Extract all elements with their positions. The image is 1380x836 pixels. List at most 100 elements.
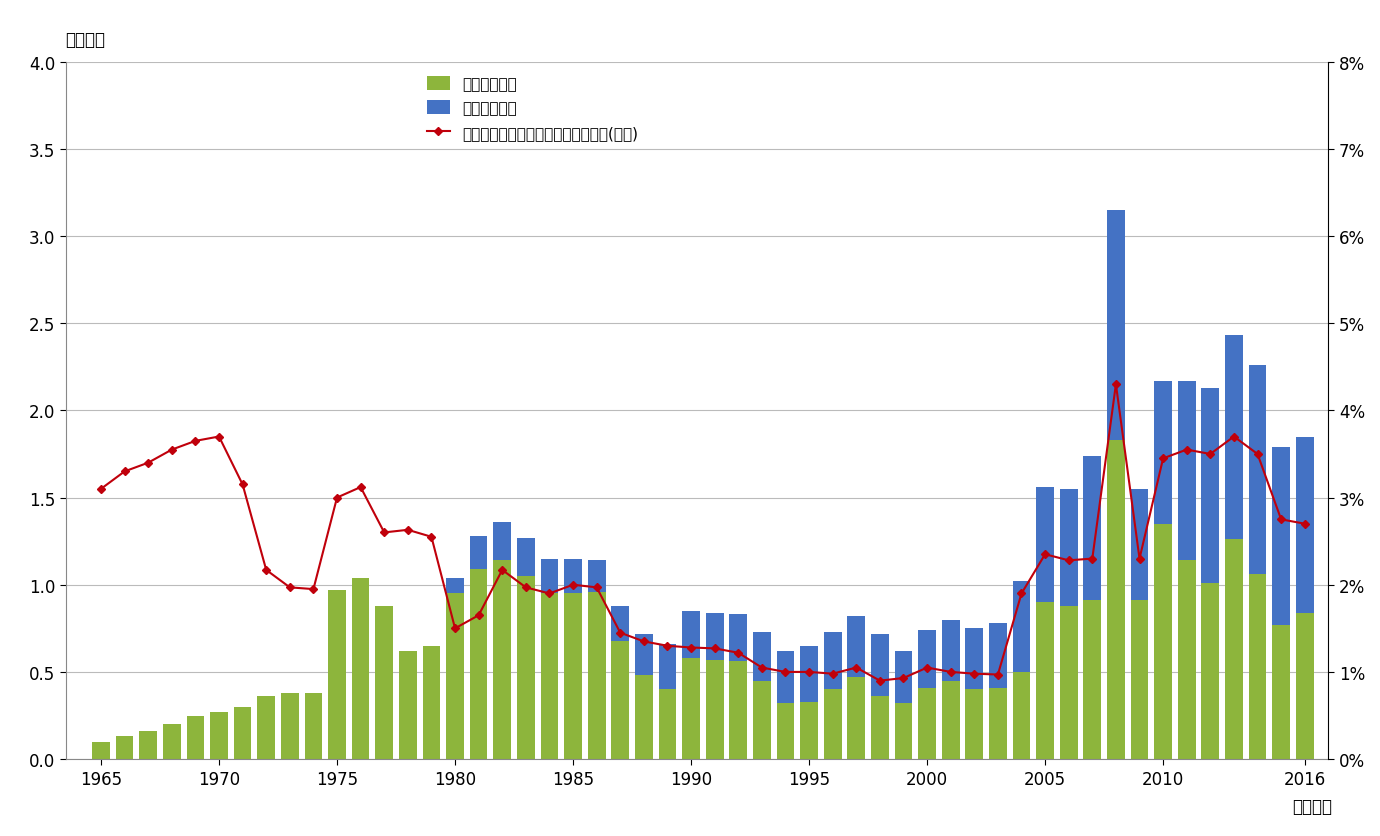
Bar [564, 594, 582, 759]
Bar [305, 693, 323, 759]
総輸入額に占める石炭輸入額の割合(右軸) [1108, 380, 1125, 390]
Bar [800, 646, 818, 701]
Bar [1154, 524, 1172, 759]
Bar [422, 646, 440, 759]
Bar [918, 630, 936, 688]
Bar [635, 634, 653, 675]
Bar [1107, 211, 1125, 441]
Line: 総輸入額に占める石炭輸入額の割合(右軸): 総輸入額に占める石炭輸入額の割合(右軸) [98, 382, 1307, 684]
Bar [1272, 625, 1290, 759]
Bar [210, 712, 228, 759]
Bar [705, 613, 723, 660]
Bar [1060, 489, 1078, 606]
Bar [1013, 582, 1031, 672]
Bar [777, 651, 795, 703]
Bar [966, 629, 983, 690]
Bar [682, 658, 700, 759]
Text: （兆円）: （兆円） [66, 31, 106, 48]
Text: （年度）: （年度） [1292, 797, 1332, 815]
Bar [611, 606, 629, 640]
Bar [1249, 365, 1267, 574]
Bar [894, 703, 912, 759]
Bar [1225, 540, 1243, 759]
Bar [588, 561, 606, 592]
Bar [469, 569, 487, 759]
Bar [541, 594, 559, 759]
Bar [800, 701, 818, 759]
Bar [1225, 336, 1243, 540]
総輸入額に占める石炭輸入額の割合(右軸) [824, 669, 840, 679]
Bar [847, 616, 865, 677]
Bar [753, 632, 770, 681]
Bar [1060, 606, 1078, 759]
Bar [92, 742, 110, 759]
Bar [918, 688, 936, 759]
Bar [871, 696, 889, 759]
Bar [518, 576, 534, 759]
Bar [282, 693, 298, 759]
Bar [611, 640, 629, 759]
Bar [116, 737, 134, 759]
総輸入額に占める石炭輸入額の割合(右軸) [872, 675, 889, 686]
Bar [1249, 574, 1267, 759]
Bar [1083, 456, 1101, 601]
Bar [1036, 487, 1054, 603]
Bar [824, 632, 842, 690]
Bar [541, 559, 559, 594]
Bar [989, 688, 1007, 759]
Bar [446, 578, 464, 594]
Bar [352, 578, 370, 759]
Bar [139, 732, 157, 759]
Bar [777, 703, 795, 759]
Bar [871, 634, 889, 696]
Bar [446, 594, 464, 759]
Bar [753, 681, 770, 759]
総輸入額に占める石炭輸入額の割合(右軸) [518, 583, 534, 593]
Bar [730, 614, 747, 661]
Bar [941, 681, 959, 759]
Bar [1083, 601, 1101, 759]
Bar [635, 675, 653, 759]
Bar [1130, 601, 1148, 759]
総輸入額に占める石炭輸入額の割合(右軸) [188, 436, 204, 446]
Bar [658, 645, 676, 690]
Bar [1202, 388, 1219, 584]
Bar [941, 619, 959, 681]
Bar [518, 538, 534, 576]
Bar [847, 677, 865, 759]
Bar [233, 707, 251, 759]
Bar [469, 536, 487, 569]
Bar [564, 559, 582, 594]
Bar [966, 690, 983, 759]
Bar [682, 611, 700, 658]
Bar [1013, 672, 1031, 759]
Bar [705, 660, 723, 759]
Bar [1296, 613, 1314, 759]
Bar [1130, 489, 1148, 601]
Bar [1154, 381, 1172, 524]
Bar [1179, 381, 1195, 561]
Bar [730, 661, 747, 759]
Bar [399, 651, 417, 759]
総輸入額に占める石炭輸入額の割合(右軸) [1296, 519, 1312, 529]
Bar [1036, 603, 1054, 759]
Bar [824, 690, 842, 759]
総輸入額に占める石炭輸入額の割合(右軸) [896, 673, 912, 683]
Bar [257, 696, 275, 759]
総輸入額に占める石炭輸入額の割合(右軸) [92, 484, 109, 494]
Bar [494, 561, 511, 759]
Bar [1272, 447, 1290, 625]
総輸入額に占める石炭輸入額の割合(右軸) [730, 648, 747, 658]
Bar [989, 624, 1007, 688]
Bar [658, 690, 676, 759]
Bar [163, 724, 181, 759]
Legend: 原料炭輸入額, 一般炭輸入額, 総輸入額に占める石炭輸入額の割合(右軸): 原料炭輸入額, 一般炭輸入額, 総輸入額に占める石炭輸入額の割合(右軸) [426, 77, 638, 140]
Bar [1107, 441, 1125, 759]
Bar [588, 592, 606, 759]
Bar [1202, 584, 1219, 759]
総輸入額に占める石炭輸入額の割合(右軸) [660, 641, 676, 651]
Bar [186, 716, 204, 759]
Bar [494, 522, 511, 561]
Bar [1296, 437, 1314, 613]
Bar [1179, 561, 1195, 759]
